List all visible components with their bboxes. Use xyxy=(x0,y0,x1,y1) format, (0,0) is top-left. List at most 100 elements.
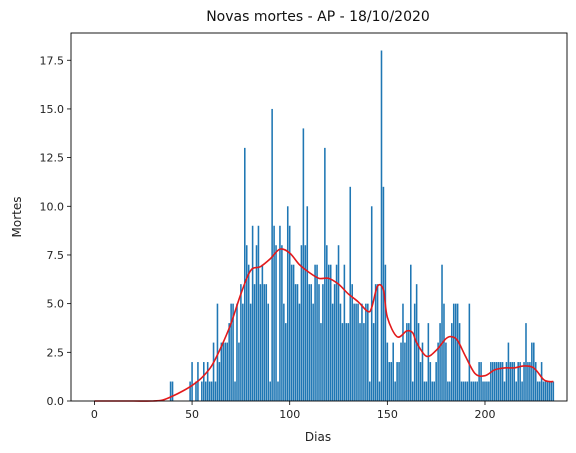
bar xyxy=(330,265,332,401)
bar xyxy=(203,362,205,401)
bar xyxy=(541,362,543,401)
bar xyxy=(279,226,281,401)
bar xyxy=(474,382,476,401)
bar xyxy=(344,265,346,401)
bar xyxy=(451,323,453,401)
bar xyxy=(457,304,459,401)
y-tick-label: 15.0 xyxy=(40,103,65,116)
bar xyxy=(469,304,471,401)
bar xyxy=(455,304,457,401)
bar xyxy=(431,382,433,401)
bar xyxy=(226,343,228,401)
bar xyxy=(428,323,430,401)
bar xyxy=(316,265,318,401)
bar xyxy=(230,304,232,401)
bar xyxy=(389,362,391,401)
bar xyxy=(369,382,371,401)
bar xyxy=(211,382,213,401)
bar xyxy=(326,245,328,401)
bar xyxy=(480,362,482,401)
bar xyxy=(508,343,510,401)
bar xyxy=(209,382,211,401)
y-tick-label: 12.5 xyxy=(40,152,65,165)
bar xyxy=(472,382,474,401)
bar xyxy=(490,362,492,401)
bar xyxy=(418,323,420,401)
bar xyxy=(486,382,488,401)
bar xyxy=(248,265,250,401)
bar xyxy=(543,382,545,401)
bar xyxy=(373,323,375,401)
bar xyxy=(287,206,289,401)
bar xyxy=(293,265,295,401)
bar xyxy=(424,382,426,401)
bar xyxy=(363,323,365,401)
bar xyxy=(365,304,367,401)
bar xyxy=(402,304,404,401)
bar xyxy=(375,284,377,401)
bar xyxy=(351,284,353,401)
bar xyxy=(414,304,416,401)
bar xyxy=(324,148,326,401)
bar xyxy=(221,343,223,401)
bar xyxy=(234,382,236,401)
bar xyxy=(340,304,342,401)
bar xyxy=(539,382,541,401)
bar xyxy=(213,343,215,401)
bar xyxy=(295,284,297,401)
bar xyxy=(519,362,521,401)
y-tick-label: 2.5 xyxy=(47,346,65,359)
bar xyxy=(281,245,283,401)
bar xyxy=(277,382,279,401)
plot-area xyxy=(71,33,567,401)
bar xyxy=(342,323,344,401)
chart-title: Novas mortes - AP - 18/10/2020 xyxy=(206,9,430,25)
bar xyxy=(236,304,238,401)
bar xyxy=(250,304,252,401)
bar xyxy=(465,382,467,401)
bar xyxy=(172,382,174,401)
bar xyxy=(433,382,435,401)
bar xyxy=(240,284,242,401)
bar xyxy=(545,382,547,401)
bar xyxy=(441,265,443,401)
bar xyxy=(381,51,383,401)
bar xyxy=(334,284,336,401)
bar xyxy=(553,382,555,401)
bar xyxy=(265,284,267,401)
bar xyxy=(346,323,348,401)
bar xyxy=(531,343,533,401)
bar xyxy=(308,284,310,401)
bar xyxy=(394,382,396,401)
bar xyxy=(410,265,412,401)
bar xyxy=(406,323,408,401)
bar xyxy=(463,382,465,401)
x-tick-label: 100 xyxy=(279,408,300,421)
bar xyxy=(482,382,484,401)
bar xyxy=(318,284,320,401)
bar xyxy=(437,343,439,401)
bar xyxy=(515,382,517,401)
bar xyxy=(254,284,256,401)
bar xyxy=(488,382,490,401)
bar xyxy=(379,382,381,401)
bar xyxy=(494,362,496,401)
bar xyxy=(377,284,379,401)
bar xyxy=(426,382,428,401)
bar xyxy=(322,284,324,401)
bar xyxy=(252,226,254,401)
bar xyxy=(476,382,478,401)
bar xyxy=(285,323,287,401)
y-tick-label: 5.0 xyxy=(47,298,65,311)
bar xyxy=(549,382,551,401)
bar xyxy=(390,362,392,401)
bar xyxy=(223,343,225,401)
bar xyxy=(328,265,330,401)
bar xyxy=(189,382,191,401)
x-tick-label: 200 xyxy=(474,408,495,421)
bar xyxy=(367,304,369,401)
bar xyxy=(291,265,293,401)
bar xyxy=(349,187,351,401)
bar xyxy=(449,382,451,401)
bar xyxy=(357,304,359,401)
